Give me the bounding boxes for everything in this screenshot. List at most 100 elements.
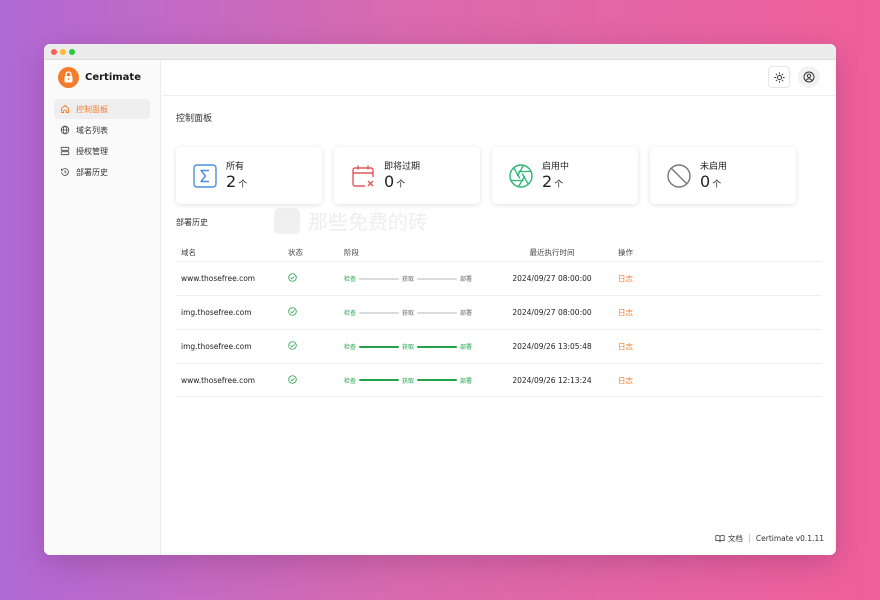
stage-cell: 检查 获取 部署 <box>344 342 490 351</box>
stage-label: 检查 <box>344 377 357 385</box>
stat-count: 2 <box>226 172 237 191</box>
stage-label: 检查 <box>344 310 357 317</box>
watermark-text: 那些免费的砖 <box>308 210 428 234</box>
globe-icon <box>60 125 70 135</box>
stage-connector <box>359 311 399 314</box>
stage-label: 部署 <box>460 377 473 385</box>
status-cell <box>288 273 344 284</box>
section-title: 部署历史 <box>176 218 208 227</box>
log-link[interactable]: 日志 <box>618 375 633 385</box>
time-cell: 2024/09/27 08:00:00 <box>512 308 592 317</box>
domain-cell: img.thosefree.com <box>181 342 252 351</box>
stage-connector <box>417 345 457 348</box>
history-icon <box>60 167 70 177</box>
table-row: img.thosefree.com 检查 获取 部署 2024/09/27 08:0… <box>176 295 822 329</box>
stage-connector <box>417 311 457 314</box>
table-header: 域名 状态 阶段 最近执行时间 操作 <box>176 243 822 261</box>
log-link[interactable]: 日志 <box>618 308 633 317</box>
watermark: 那些免费的砖 <box>274 206 428 235</box>
action-cell: 日志 <box>614 307 674 318</box>
stage-label: 获取 <box>402 276 415 283</box>
sidebar-item-domains[interactable]: 域名列表 <box>54 120 150 140</box>
stat-unit: 个 <box>396 180 406 190</box>
page-title: 控制面板 <box>176 114 213 124</box>
home-icon <box>60 104 70 114</box>
column-header: 阶段 <box>344 247 359 257</box>
sidebar-item-label: 域名列表 <box>76 125 108 135</box>
sigma-icon <box>192 163 218 189</box>
stage-progress: 检查 获取 部署 <box>344 376 472 385</box>
brand: Certimate <box>44 60 160 94</box>
stage-connector <box>417 277 457 280</box>
time-cell: 2024/09/26 12:13:24 <box>512 375 592 385</box>
stat-count: 0 <box>700 172 711 191</box>
stat-unit: 个 <box>554 180 564 190</box>
sidebar-nav: 控制面板 域名列表 授权管理 部署历史 <box>44 99 160 182</box>
sidebar-item-history[interactable]: 部署历史 <box>54 162 150 182</box>
action-cell: 日志 <box>614 375 674 386</box>
log-link[interactable]: 日志 <box>618 342 633 351</box>
aperture-icon <box>508 163 534 189</box>
domain-cell: img.thosefree.com <box>181 308 252 317</box>
minimize-window-button[interactable] <box>60 49 66 55</box>
user-circle-icon <box>803 71 815 83</box>
ban-icon <box>666 163 692 189</box>
user-menu-button[interactable] <box>798 66 820 88</box>
time-cell: 2024/09/26 13:05:48 <box>512 342 592 351</box>
stage-connector <box>359 345 399 348</box>
stat-label: 启用中 <box>542 162 570 172</box>
stage-label: 部署 <box>460 276 473 283</box>
column-header: 域名 <box>181 247 196 257</box>
status-cell <box>288 341 344 352</box>
stage-connector <box>359 277 399 280</box>
domain-cell: www.thosefree.com <box>181 375 256 385</box>
sidebar-item-dashboard[interactable]: 控制面板 <box>54 99 150 119</box>
theme-toggle-button[interactable] <box>768 66 790 88</box>
docs-label: 文档 <box>727 534 743 543</box>
check-circle-icon <box>288 273 297 282</box>
log-link[interactable]: 日志 <box>618 274 633 283</box>
stage-label: 获取 <box>402 377 415 385</box>
action-cell: 日志 <box>614 341 674 352</box>
stat-label: 即将过期 <box>384 162 421 172</box>
close-window-button[interactable] <box>51 49 57 55</box>
table-row: www.thosefree.com 检查 获取 部署 2024/09/27 08:0… <box>176 261 822 295</box>
stage-label: 获取 <box>402 344 415 351</box>
table-row: www.thosefree.com 检查 获取 部署 2024/09/26 12:1… <box>176 363 822 397</box>
top-bar <box>162 60 836 96</box>
stage-progress: 检查 获取 部署 <box>344 274 472 283</box>
calendar-x-icon <box>350 163 376 189</box>
server-icon <box>60 146 70 156</box>
sidebar-item-access[interactable]: 授权管理 <box>54 141 150 161</box>
stage-cell: 检查 获取 部署 <box>344 376 490 385</box>
footer-divider <box>748 534 750 543</box>
stat-label: 所有 <box>226 162 245 172</box>
stage-label: 检查 <box>344 276 357 283</box>
time-cell: 2024/09/27 08:00:00 <box>512 274 592 283</box>
stage-progress: 检查 获取 部署 <box>344 308 472 317</box>
stage-label: 部署 <box>460 310 473 317</box>
footer: 文档 Certimate v0.1.11 <box>715 533 824 544</box>
app-name: Certimate <box>85 71 141 83</box>
stage-label: 检查 <box>344 344 357 351</box>
sidebar-item-label: 控制面板 <box>76 104 108 114</box>
maximize-window-button[interactable] <box>69 49 75 55</box>
book-icon <box>715 535 725 543</box>
docs-link[interactable]: 文档 <box>715 533 743 544</box>
stat-count: 2 <box>542 172 553 191</box>
domain-cell: www.thosefree.com <box>181 274 256 283</box>
stat-unit: 个 <box>712 180 722 190</box>
table-row: img.thosefree.com 检查 获取 部署 2024/09/26 13:0… <box>176 329 822 363</box>
app-window: Certimate 控制面板 域名列表 授权管理 <box>44 44 836 555</box>
stage-connector <box>417 379 457 381</box>
app-version: Certimate v0.1.11 <box>755 534 824 543</box>
stat-unit: 个 <box>238 180 248 190</box>
lock-logo-icon <box>58 66 79 88</box>
check-circle-icon <box>288 341 297 350</box>
column-header: 操作 <box>618 247 633 257</box>
